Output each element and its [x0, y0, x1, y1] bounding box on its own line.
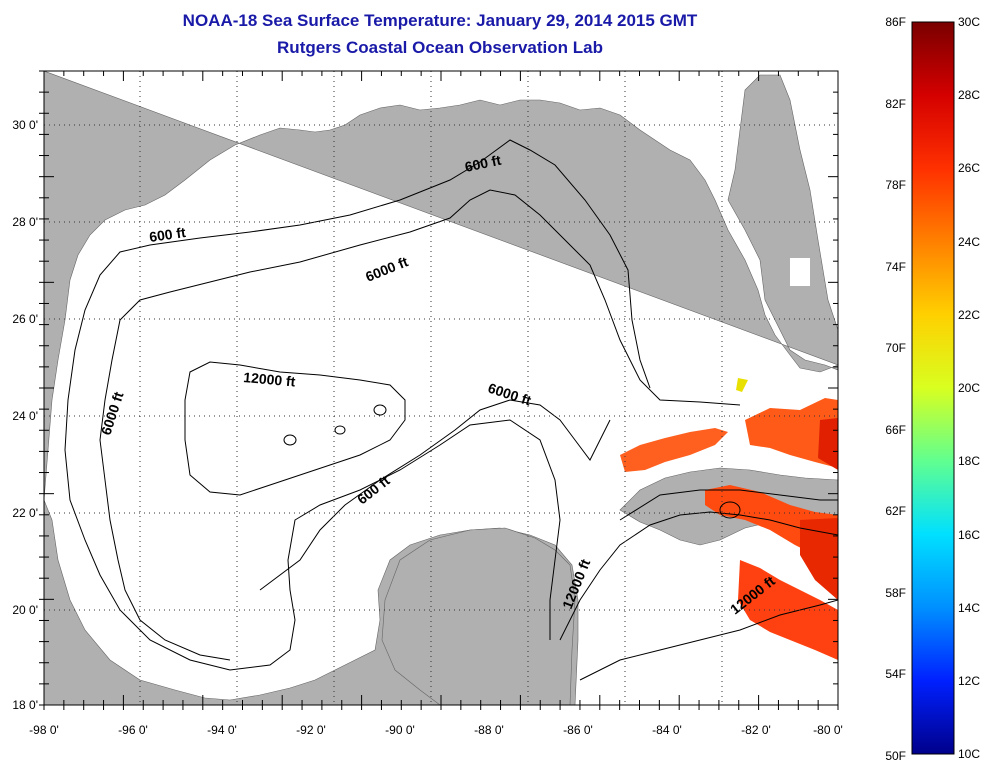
colorbar-c-label: 16C: [958, 528, 980, 542]
latitude-labels: 30 0' 28 0' 26 0' 24 0' 22 0' 20 0' 18 0…: [12, 118, 38, 712]
lat-tick-label: 20 0': [12, 603, 38, 617]
lon-tick-label: -88 0': [474, 723, 504, 737]
lon-tick-label: -98 0': [29, 723, 59, 737]
colorbar-c-label: 24C: [958, 235, 980, 249]
lon-tick-label: -92 0': [296, 723, 326, 737]
colorbar-c-label: 12C: [958, 674, 980, 688]
map-subtitle: Rutgers Coastal Ocean Observation Lab: [277, 38, 603, 57]
colorbar-f-label: 54F: [885, 667, 906, 681]
colorbar-fahrenheit-labels: 86F 82F 78F 74F 70F 66F 62F 58F 54F 50F: [885, 15, 906, 763]
colorbar-f-label: 70F: [885, 341, 906, 355]
colorbar-c-label: 28C: [958, 88, 980, 102]
lat-tick-label: 24 0': [12, 409, 38, 423]
bathymetry-contours: [64, 139, 838, 681]
colorbar-c-label: 26C: [958, 161, 980, 175]
axis-ticks: [39, 70, 839, 710]
colorbar-f-label: 82F: [885, 97, 906, 111]
lat-tick-label: 30 0': [12, 118, 38, 132]
colorbar-c-label: 18C: [958, 454, 980, 468]
colorbar-c-label: 10C: [958, 747, 980, 761]
us-mainland: [44, 71, 838, 501]
lat-tick-label: 28 0': [12, 215, 38, 229]
lon-tick-label: -82 0': [741, 723, 771, 737]
lat-tick-label: 26 0': [12, 312, 38, 326]
colorbar-c-label: 20C: [958, 381, 980, 395]
contour-label-12000ft-central: 12000 ft: [243, 369, 297, 390]
colorbar-f-label: 78F: [885, 178, 906, 192]
colorbar-f-label: 74F: [885, 260, 906, 274]
lon-tick-label: -80 0': [813, 723, 843, 737]
yucatan-land: [381, 527, 576, 705]
lat-tick-label: 22 0': [12, 506, 38, 520]
lon-tick-label: -94 0': [207, 723, 237, 737]
colorbar-f-label: 66F: [885, 423, 906, 437]
colorbar-c-label: 30C: [958, 15, 980, 29]
contour-label-600ft-northeast: 600 ft: [463, 152, 502, 175]
colorbar-celsius-labels: 30C 28C 26C 24C 22C 20C 18C 16C 14C 12C …: [958, 15, 980, 761]
lon-tick-label: -96 0': [118, 723, 148, 737]
colorbar-c-label: 22C: [958, 308, 980, 322]
longitude-labels: -98 0' -96 0' -94 0' -92 0' -90 0' -88 0…: [29, 723, 843, 737]
map-title: NOAA-18 Sea Surface Temperature: January…: [182, 11, 698, 30]
lon-tick-label: -84 0': [652, 723, 682, 737]
colorbar-f-label: 50F: [885, 749, 906, 763]
colorbar-f-label: 62F: [885, 504, 906, 518]
colorbar-c-label: 14C: [958, 601, 980, 615]
graticule: [44, 71, 838, 705]
colorbar-f-label: 86F: [885, 15, 906, 29]
colorbar-f-label: 58F: [885, 586, 906, 600]
lake-okeechobee: [790, 258, 810, 286]
lat-tick-label: 18 0': [12, 698, 38, 712]
contour-label-600ft-north: 600 ft: [148, 224, 187, 245]
temperature-colorbar: [911, 21, 955, 755]
lon-tick-label: -90 0': [385, 723, 415, 737]
lon-tick-label: -86 0': [563, 723, 593, 737]
